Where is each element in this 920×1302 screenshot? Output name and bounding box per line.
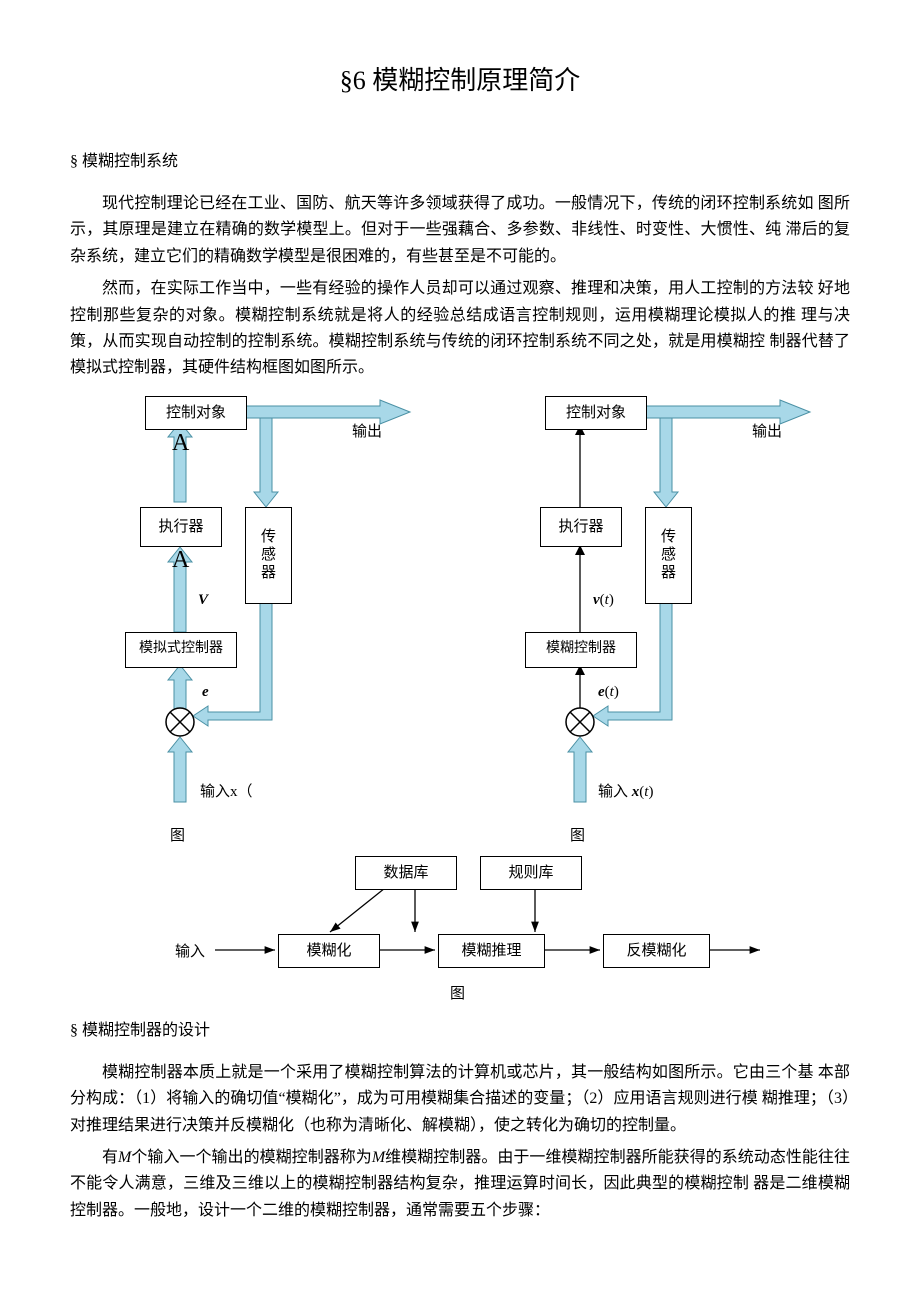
d1-actuator: 执行器 [140, 507, 222, 547]
d3-fuzzify: 模糊化 [278, 934, 380, 968]
d2-v-label: v(t) [593, 592, 614, 609]
d3-defuzzify: 反模糊化 [603, 934, 710, 968]
d1-v-label: V [198, 592, 208, 609]
d3-rulebase: 规则库 [480, 856, 582, 890]
d2-actuator: 执行器 [540, 507, 622, 547]
page-title: §6 模糊控制原理简介 [70, 60, 850, 97]
section1-p2: 然而，在实际工作当中，一些有经验的操作人员却可以通过观察、推理和决策，用人工控制… [70, 276, 850, 382]
diagram3: 数据库 规则库 输入 模糊化 模糊推理 反模糊化 图 [140, 852, 780, 1012]
diagram2: 控制对象 输出 执行器 传 感 器 v(t) 模糊控制器 e(t) 输入 x(t… [490, 392, 830, 852]
d1-e-label: e [202, 684, 209, 701]
section2-p2: 有M个输入一个输出的模糊控制器称为M维模糊控制器。由于一维模糊控制器所能获得的系… [70, 1145, 850, 1224]
diagram1-svg [90, 392, 430, 852]
d1-caption: 图 [170, 824, 185, 845]
d1-controller: 模拟式控制器 [125, 632, 237, 668]
d3-inference: 模糊推理 [438, 934, 545, 968]
d3-database: 数据库 [355, 856, 457, 890]
diagram2-svg [490, 392, 830, 852]
d1-sensor: 传 感 器 [245, 507, 292, 604]
section2-heading: § 模糊控制器的设计 [70, 1016, 850, 1040]
d1-input-label: 输入x（ [200, 780, 253, 801]
d2-control-object: 控制对象 [545, 396, 647, 430]
document-page: §6 模糊控制原理简介 § 模糊控制系统 现代控制理论已经在工业、国防、航天等许… [0, 0, 920, 1290]
section1-p1: 现代控制理论已经在工业、国防、航天等许多领域获得了成功。一般情况下，传统的闭环控… [70, 191, 850, 270]
section2-p1: 模糊控制器本质上就是一个采用了模糊控制算法的计算机或芯片，其一般结构如图所示。它… [70, 1060, 850, 1139]
d2-output-label: 输出 [752, 420, 782, 441]
diagram1: 控制对象 输出 A 执行器 A 传 感 器 V 模拟式控制器 e 输入x（ 图 [90, 392, 430, 852]
diagram-row-top: 控制对象 输出 A 执行器 A 传 感 器 V 模拟式控制器 e 输入x（ 图 [70, 392, 850, 852]
d2-caption: 图 [570, 824, 585, 845]
d1-letter2: A [172, 547, 189, 574]
d3-input-label: 输入 [175, 940, 205, 961]
d2-sensor: 传 感 器 [645, 507, 692, 604]
d1-letter1: A [172, 430, 189, 457]
d2-e-label: e(t) [598, 684, 619, 701]
d2-controller: 模糊控制器 [525, 632, 637, 668]
d3-caption: 图 [450, 982, 465, 1003]
d1-control-object: 控制对象 [145, 396, 247, 430]
d2-input-label: 输入 x(t) [598, 780, 653, 801]
d1-output-label: 输出 [352, 420, 382, 441]
section1-heading: § 模糊控制系统 [70, 147, 850, 171]
